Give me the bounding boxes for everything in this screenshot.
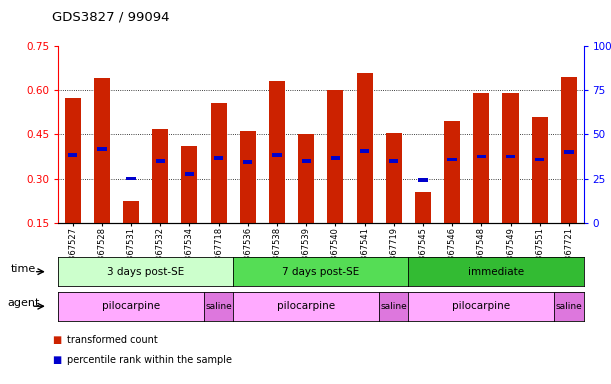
Bar	[419, 178, 428, 182]
Bar	[389, 159, 398, 163]
Bar	[564, 150, 574, 154]
Bar	[126, 177, 136, 180]
Bar	[269, 81, 285, 223]
Bar	[273, 153, 282, 157]
Bar	[214, 156, 223, 160]
Text: ■: ■	[52, 335, 61, 345]
Bar	[97, 147, 106, 151]
Bar	[474, 93, 489, 223]
Text: agent: agent	[7, 298, 40, 308]
Text: 7 days post-SE: 7 days post-SE	[282, 266, 359, 277]
Bar	[502, 93, 519, 223]
Bar	[68, 153, 78, 157]
Bar	[152, 129, 168, 223]
Bar	[357, 73, 373, 223]
Text: pilocarpine: pilocarpine	[277, 301, 335, 311]
Bar	[532, 117, 547, 223]
Text: saline: saline	[381, 302, 407, 311]
Text: pilocarpine: pilocarpine	[452, 301, 510, 311]
Bar	[415, 192, 431, 223]
Bar	[447, 157, 457, 161]
Text: time: time	[11, 264, 36, 274]
Text: percentile rank within the sample: percentile rank within the sample	[67, 355, 232, 365]
Bar	[298, 134, 314, 223]
Bar	[360, 149, 369, 152]
Text: pilocarpine: pilocarpine	[102, 301, 160, 311]
Bar	[123, 200, 139, 223]
Bar	[327, 90, 343, 223]
Bar	[331, 156, 340, 160]
Bar	[94, 78, 110, 223]
Bar	[535, 157, 544, 161]
Text: ■: ■	[52, 355, 61, 365]
Text: immediate: immediate	[468, 266, 524, 277]
Bar	[185, 172, 194, 176]
Bar	[211, 103, 227, 223]
Text: saline: saline	[205, 302, 232, 311]
Text: transformed count: transformed count	[67, 335, 158, 345]
Bar	[506, 155, 515, 158]
Bar	[444, 121, 460, 223]
Bar	[240, 131, 256, 223]
Text: GDS3827 / 99094: GDS3827 / 99094	[52, 10, 169, 23]
Bar	[181, 146, 197, 223]
Bar	[386, 133, 402, 223]
Text: saline: saline	[555, 302, 582, 311]
Bar	[561, 77, 577, 223]
Bar	[477, 155, 486, 158]
Bar	[301, 159, 311, 163]
Bar	[156, 159, 165, 163]
Bar	[243, 161, 252, 164]
Text: 3 days post-SE: 3 days post-SE	[107, 266, 185, 277]
Bar	[65, 98, 81, 223]
